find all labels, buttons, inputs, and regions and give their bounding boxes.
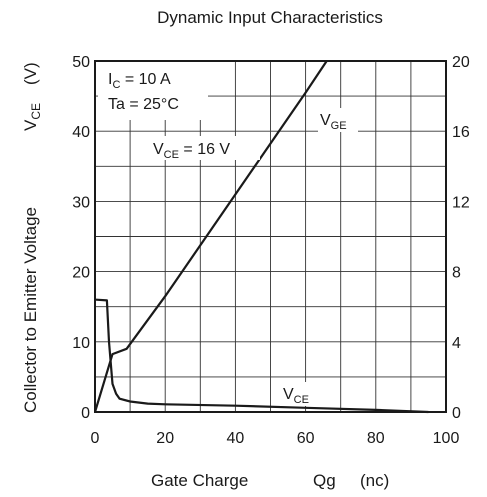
vce-annotation-rest: = 16 V: [179, 141, 230, 158]
vce-label-background: [280, 382, 322, 406]
vce-condition-annotation: VCE = 16 V: [150, 136, 260, 161]
grid: [95, 61, 446, 412]
y-left-tick-label: 50: [72, 54, 90, 71]
vce-annotation-background: [150, 136, 260, 160]
vce-label-sub: CE: [294, 394, 309, 406]
x-tick-label: 0: [91, 430, 100, 447]
vge-label-sub: GE: [331, 120, 347, 132]
chart-title: Dynamic Input Characteristics: [157, 8, 383, 27]
y-axis-symbol-sub: CE: [29, 103, 43, 120]
y-right-tick-label: 20: [452, 54, 470, 71]
condition-box-background: [98, 62, 208, 120]
vce-label-main: V: [283, 386, 294, 403]
condition-line-1-sub: C: [112, 79, 120, 91]
y-right-ticks: 0 4 8 12 16 20: [452, 54, 470, 422]
condition-box: IC = 10 A Ta = 25°C: [98, 62, 208, 120]
y-axis-label-symbol: VCE: [21, 103, 43, 131]
vce-annotation-sub: CE: [164, 149, 179, 161]
condition-line-1: IC = 10 A: [108, 71, 171, 91]
y-right-tick-label: 8: [452, 265, 461, 282]
x-axis-label-symbol: Qg: [313, 471, 336, 490]
y-left-tick-label: 40: [72, 124, 90, 141]
x-tick-label: 80: [367, 430, 385, 447]
y-axis-label-unit: (V): [21, 62, 40, 85]
x-axis-label-main: Gate Charge: [151, 471, 248, 490]
y-left-ticks: 0 10 20 30 40 50: [72, 54, 90, 422]
y-left-tick-label: 30: [72, 194, 90, 211]
series-line-v-ge: [93, 60, 328, 413]
vge-label-text: VGE: [320, 112, 347, 132]
condition-line-2: Ta = 25°C: [108, 96, 179, 113]
y-left-tick-label: 20: [72, 265, 90, 282]
condition-line-1-main: I: [108, 71, 112, 88]
vce-series-label: VCE: [280, 382, 322, 406]
series-lines: [93, 60, 429, 414]
vge-label-background: [318, 108, 358, 132]
series-line-v-ce: [95, 298, 429, 414]
y-right-tick-label: 4: [452, 335, 461, 352]
y-right-tick-label: 0: [452, 405, 461, 422]
vce-annotation-text: VCE = 16 V: [153, 141, 230, 161]
x-ticks: 0 20 40 60 80 100: [91, 430, 460, 447]
condition-line-1-rest: = 10 A: [120, 71, 171, 88]
y-left-tick-label: 10: [72, 335, 90, 352]
plot-frame: [94, 60, 447, 413]
x-tick-label: 100: [433, 430, 460, 447]
x-tick-label: 40: [227, 430, 245, 447]
y-right-tick-label: 16: [452, 124, 470, 141]
vce-label-text: VCE: [283, 386, 309, 406]
y-axis-symbol-main: V: [21, 119, 40, 131]
x-tick-label: 60: [297, 430, 315, 447]
x-axis-label-unit: (nc): [360, 471, 389, 490]
y-right-tick-label: 12: [452, 194, 470, 211]
vge-label-main: V: [320, 112, 331, 129]
plot-border: [94, 60, 447, 413]
vce-annotation-main: V: [153, 141, 164, 158]
y-left-tick-label: 0: [81, 405, 90, 422]
x-tick-label: 20: [156, 430, 174, 447]
vge-series-label: VGE: [318, 108, 358, 132]
x-axis-title: Gate Charge Qg (nc): [151, 471, 389, 490]
y-axis-title: Collector to Emitter Voltage VCE (V): [21, 62, 43, 413]
y-axis-label-main: Collector to Emitter Voltage: [21, 207, 40, 413]
